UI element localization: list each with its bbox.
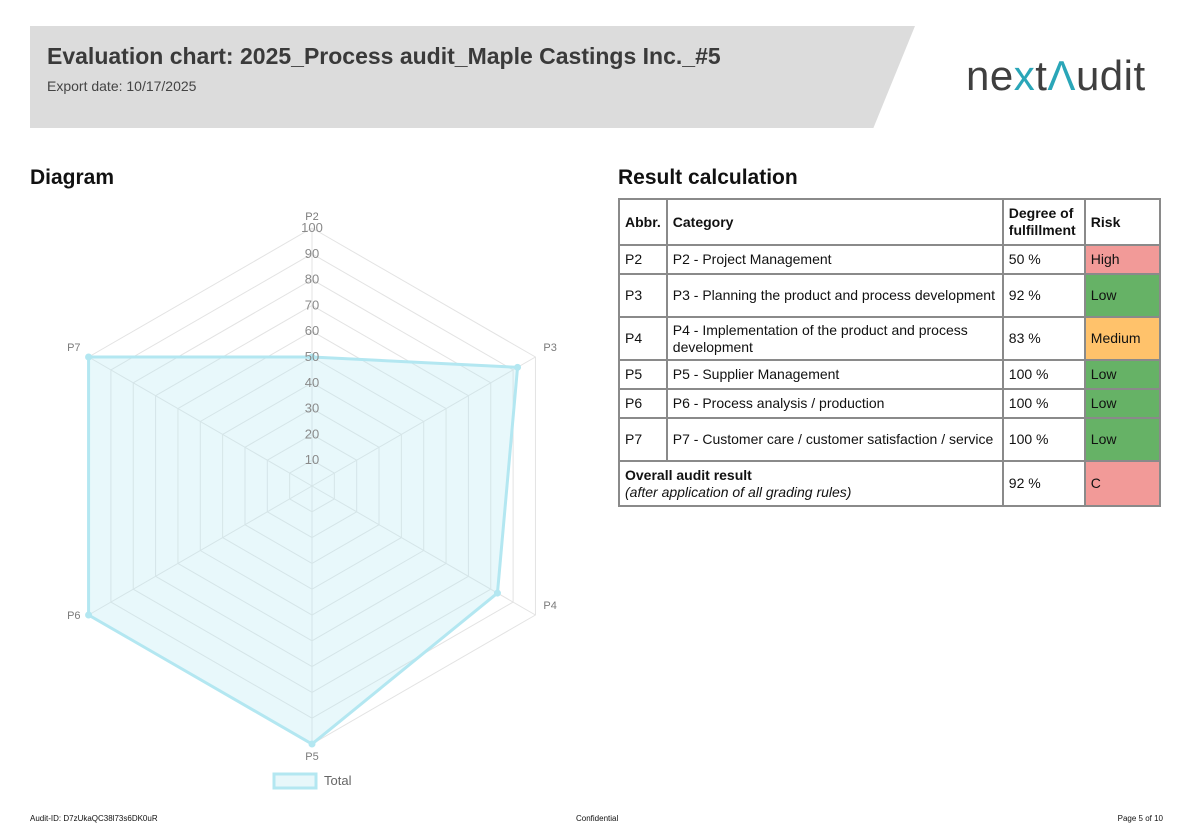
result-table: Abbr. Category Degree of fulfillment Ris…	[618, 198, 1162, 507]
axis-label-p7: P7	[67, 342, 80, 354]
header-degree: Degree of fulfillment	[1001, 198, 1086, 246]
overall-label: Overall audit result	[625, 466, 752, 483]
tick-label: 40	[305, 375, 319, 390]
cell-degree: 92 %	[1001, 273, 1086, 318]
tick-label: 70	[305, 297, 319, 312]
data-point-p7	[85, 353, 93, 361]
legend-label: Total	[324, 773, 352, 788]
footer-confidential: Confidential	[576, 814, 619, 823]
cell-degree: 100 %	[1001, 388, 1086, 419]
table-row: P3 P3 - Planning the product and process…	[618, 273, 1162, 318]
data-point-p6	[85, 611, 93, 619]
header-abbr: Abbr.	[618, 198, 668, 246]
cell-degree: 50 %	[1001, 244, 1086, 275]
cell-risk: High	[1083, 244, 1162, 275]
diagram-title: Diagram	[30, 166, 115, 189]
overall-degree: 92 %	[1001, 460, 1086, 507]
grid-spoke	[88, 485, 313, 616]
cell-risk: Low	[1083, 359, 1162, 390]
footer-audit-id: Audit-ID: D7zUkaQC38l73s6DK0uR	[30, 814, 158, 823]
overall-result-row: Overall audit result (after application …	[618, 460, 1162, 507]
overall-note: (after application of all grading rules)	[625, 483, 852, 500]
tick-label: 60	[305, 323, 319, 338]
data-point-p2	[308, 353, 316, 361]
tick-label: 80	[305, 272, 319, 287]
nextaudit-logo: nextΛudit	[966, 52, 1146, 99]
tick-label: 100	[301, 220, 323, 235]
table-row: P2 P2 - Project Management 50 % High	[618, 244, 1162, 275]
cell-category: P2 - Project Management	[665, 244, 1004, 275]
grid-spoke	[311, 356, 536, 487]
table-row: P6 P6 - Process analysis / production 10…	[618, 388, 1162, 419]
tick-label: 50	[305, 349, 319, 364]
tick-label: 20	[305, 426, 319, 441]
cell-abbr: P6	[618, 388, 668, 419]
cell-abbr: P7	[618, 417, 668, 462]
cell-risk: Medium	[1083, 316, 1162, 361]
legend-swatch	[272, 772, 318, 790]
cell-degree: 83 %	[1001, 316, 1086, 361]
cell-category: P3 - Planning the product and process de…	[665, 273, 1004, 318]
cell-category: P6 - Process analysis / production	[665, 388, 1004, 419]
data-point-p5	[308, 740, 316, 748]
axis-label-p6: P6	[67, 610, 80, 622]
cell-abbr: P2	[618, 244, 668, 275]
tick-label: 10	[305, 452, 319, 467]
cell-category: P4 - Implementation of the product and p…	[665, 316, 1004, 361]
header-category: Category	[665, 198, 1004, 246]
overall-label-cell: Overall audit result (after application …	[618, 460, 1004, 507]
cell-category: P7 - Customer care / customer satisfacti…	[665, 417, 1004, 462]
cell-abbr: P5	[618, 359, 668, 390]
axis-label-p3: P3	[543, 342, 556, 354]
data-point-p3	[514, 363, 522, 371]
cell-degree: 100 %	[1001, 417, 1086, 462]
result-title: Result calculation	[618, 166, 798, 189]
cell-abbr: P4	[618, 316, 668, 361]
header-band	[30, 26, 915, 128]
cell-risk: Low	[1083, 388, 1162, 419]
export-date: Export date: 10/17/2025	[47, 78, 197, 94]
data-point-p4	[493, 589, 501, 597]
cell-degree: 100 %	[1001, 359, 1086, 390]
table-row: P5 P5 - Supplier Management 100 % Low	[618, 359, 1162, 390]
series-area	[87, 355, 520, 746]
axis-label-p5: P5	[305, 751, 318, 763]
axis-label-p2: P2	[305, 211, 318, 223]
axis-label-p4: P4	[543, 600, 556, 612]
radar-chart: 10 20 30 40 50 60 70 80 90 100 P2 P3 P4 P5 P6 P7 Total	[30, 192, 610, 802]
page-title: Evaluation chart: 2025_Process audit_Map…	[47, 43, 721, 69]
cell-risk: Low	[1083, 273, 1162, 318]
footer-page-number: Page 5 of 10	[1117, 814, 1163, 823]
overall-grade: C	[1083, 460, 1162, 507]
cell-risk: Low	[1083, 417, 1162, 462]
grid-spoke	[88, 356, 313, 487]
tick-label: 90	[305, 246, 319, 261]
table-row: P4 P4 - Implementation of the product an…	[618, 316, 1162, 361]
table-row: P7 P7 - Customer care / customer satisfa…	[618, 417, 1162, 462]
tick-label: 30	[305, 401, 319, 416]
table-header-row: Abbr. Category Degree of fulfillment Ris…	[618, 198, 1162, 246]
cell-category: P5 - Supplier Management	[665, 359, 1004, 390]
cell-abbr: P3	[618, 273, 668, 318]
header-risk: Risk	[1083, 198, 1162, 246]
